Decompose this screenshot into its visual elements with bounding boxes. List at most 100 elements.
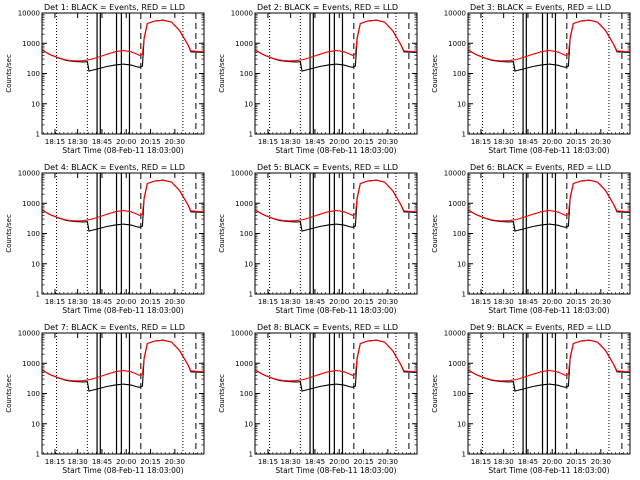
y-tick-label: 10 — [31, 100, 40, 108]
x-tick-label: 18:30 — [68, 138, 88, 146]
y-tick-label: 10000 — [231, 330, 253, 338]
x-tick-label: 18:45 — [92, 138, 112, 146]
panel-title: Det 3: BLACK = Events, RED = LLD — [470, 3, 611, 12]
x-tick-label: 20:30 — [591, 458, 611, 466]
y-tick-label: 10 — [457, 420, 466, 428]
y-tick-label: 1000 — [235, 40, 253, 48]
plot-frame — [254, 172, 418, 295]
x-tick-label: 18:30 — [494, 458, 514, 466]
y-tick-label: 1 — [249, 131, 253, 139]
y-axis-label: Counts/sec — [431, 374, 439, 413]
x-axis-label: Start Time (08-Feb-11 18:03:00) — [488, 146, 609, 155]
x-axis-label: Start Time (08-Feb-11 18:03:00) — [275, 306, 396, 315]
x-axis-label: Start Time (08-Feb-11 18:03:00) — [488, 306, 609, 315]
x-axis-label: Start Time (08-Feb-11 18:03:00) — [62, 146, 183, 155]
y-axis-label: Counts/sec — [5, 54, 13, 93]
lld-series-line — [41, 339, 205, 382]
x-tick-label: 20:15 — [140, 298, 160, 306]
y-tick-label: 100 — [240, 230, 253, 238]
y-tick-label: 10000 — [231, 10, 253, 18]
x-tick-label: 18:45 — [305, 458, 325, 466]
y-tick-label: 10000 — [444, 330, 466, 338]
plot-frame — [254, 12, 418, 135]
x-tick-label: 20:15 — [353, 298, 373, 306]
y-tick-label: 1000 — [22, 200, 40, 208]
x-tick-label: 18:30 — [68, 298, 88, 306]
x-tick-label: 20:30 — [165, 298, 185, 306]
x-tick-label: 20:00 — [542, 298, 562, 306]
x-tick-label: 18:45 — [518, 138, 538, 146]
y-tick-label: 1000 — [235, 360, 253, 368]
lld-series-line — [467, 179, 631, 222]
x-tick-label: 20:30 — [591, 138, 611, 146]
x-tick-label: 20:00 — [116, 298, 136, 306]
panel-det-9: Det 9: BLACK = Events, RED = LLD Counts/s… — [431, 323, 631, 475]
x-tick-label: 20:15 — [140, 458, 160, 466]
panel-det-4: Det 4: BLACK = Events, RED = LLD Counts/s… — [5, 163, 205, 315]
x-tick-label: 18:15 — [258, 458, 278, 466]
x-tick-label: 18:15 — [45, 138, 65, 146]
y-axis-label: Counts/sec — [5, 214, 13, 253]
y-tick-label: 1 — [36, 451, 40, 459]
y-tick-label: 1000 — [448, 360, 466, 368]
x-axis-label: Start Time (08-Feb-11 18:03:00) — [275, 466, 396, 475]
x-tick-label: 18:15 — [471, 458, 491, 466]
y-axis-label: Counts/sec — [5, 374, 13, 413]
x-tick-label: 20:15 — [140, 138, 160, 146]
events-series-line — [467, 339, 631, 392]
y-tick-label: 100 — [27, 390, 40, 398]
x-axis-label: Start Time (08-Feb-11 18:03:00) — [62, 466, 183, 475]
panel-det-5: Det 5: BLACK = Events, RED = LLD Counts/s… — [218, 163, 418, 315]
x-tick-label: 20:30 — [378, 458, 398, 466]
x-axis-label: Start Time (08-Feb-11 18:03:00) — [275, 146, 396, 155]
plot-frame — [41, 12, 205, 135]
panel-det-8: Det 8: BLACK = Events, RED = LLD Counts/s… — [218, 323, 418, 475]
panel-title: Det 7: BLACK = Events, RED = LLD — [44, 323, 185, 332]
y-tick-label: 10 — [244, 420, 253, 428]
x-tick-label: 20:30 — [378, 298, 398, 306]
panel-det-6: Det 6: BLACK = Events, RED = LLD Counts/s… — [431, 163, 631, 315]
y-axis-label: Counts/sec — [218, 374, 226, 413]
x-tick-label: 20:30 — [165, 458, 185, 466]
x-tick-label: 18:45 — [518, 298, 538, 306]
x-axis-label: Start Time (08-Feb-11 18:03:00) — [488, 466, 609, 475]
y-tick-label: 1 — [462, 451, 466, 459]
panel-title: Det 9: BLACK = Events, RED = LLD — [470, 323, 611, 332]
lld-series-line — [254, 19, 418, 62]
lld-series-line — [467, 19, 631, 62]
y-tick-label: 10 — [244, 100, 253, 108]
x-tick-label: 20:15 — [566, 138, 586, 146]
panel-det-2: Det 2: BLACK = Events, RED = LLD Counts/s… — [218, 3, 418, 155]
x-tick-label: 20:00 — [329, 458, 349, 466]
y-tick-label: 100 — [27, 70, 40, 78]
y-axis-label: Counts/sec — [218, 54, 226, 93]
y-axis-label: Counts/sec — [431, 214, 439, 253]
y-tick-label: 10000 — [444, 10, 466, 18]
y-tick-label: 1000 — [448, 40, 466, 48]
x-tick-label: 20:30 — [165, 138, 185, 146]
y-tick-label: 100 — [453, 230, 466, 238]
x-tick-label: 20:00 — [116, 138, 136, 146]
x-tick-label: 18:15 — [258, 298, 278, 306]
y-tick-label: 10000 — [231, 170, 253, 178]
panel-title: Det 2: BLACK = Events, RED = LLD — [257, 3, 398, 12]
x-tick-label: 20:15 — [566, 458, 586, 466]
x-tick-label: 18:30 — [68, 458, 88, 466]
plot-frame — [41, 172, 205, 295]
plot-frame — [467, 332, 631, 455]
x-tick-label: 18:45 — [92, 458, 112, 466]
x-tick-label: 18:30 — [494, 298, 514, 306]
plot-frame — [254, 332, 418, 455]
x-tick-label: 20:00 — [542, 458, 562, 466]
x-tick-label: 20:00 — [329, 298, 349, 306]
panel-title: Det 4: BLACK = Events, RED = LLD — [44, 163, 185, 172]
x-tick-label: 18:45 — [518, 458, 538, 466]
x-tick-label: 18:15 — [471, 138, 491, 146]
lld-series-line — [254, 339, 418, 382]
y-tick-label: 1000 — [235, 200, 253, 208]
lld-series-line — [41, 179, 205, 222]
y-tick-label: 10 — [457, 260, 466, 268]
x-tick-label: 18:45 — [92, 298, 112, 306]
y-tick-label: 1000 — [22, 360, 40, 368]
